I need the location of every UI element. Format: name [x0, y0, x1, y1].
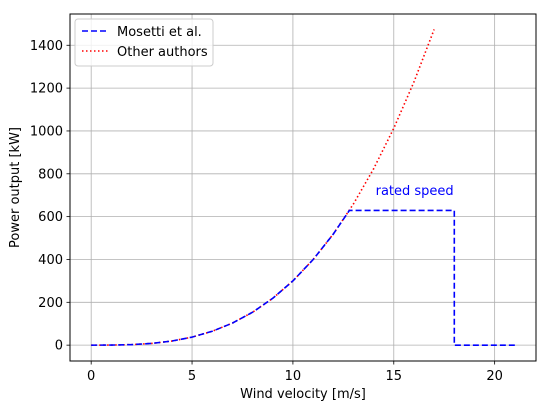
legend-label-mosetti: Mosetti et al. [117, 25, 202, 40]
y-tick-label: 400 [38, 253, 63, 268]
x-axis-label: Wind velocity [m/s] [240, 387, 366, 402]
y-tick-label: 600 [38, 210, 63, 225]
legend-label-other-authors: Other authors [117, 45, 208, 60]
x-tick-label: 20 [486, 369, 503, 384]
y-tick-label: 800 [38, 167, 63, 182]
annotation-rated-speed: rated speed [376, 184, 454, 199]
x-tick-label: 10 [285, 369, 302, 384]
plot-frame [69, 13, 537, 362]
y-tick-label: 200 [38, 296, 63, 311]
y-tick-label: 0 [55, 339, 63, 354]
grid-lines [70, 14, 536, 361]
y-tick-label: 1200 [30, 82, 63, 97]
legend-box [74, 18, 214, 67]
series-layer [91, 29, 515, 346]
series-line-mosetti [91, 209, 515, 346]
y-axis-label: Power output [kW] [8, 127, 23, 248]
y-tick-label: 1000 [30, 124, 63, 139]
legend: Mosetti et al. Other authors [74, 18, 214, 67]
y-tick-label: 1400 [30, 39, 63, 54]
x-tick-label: 15 [386, 369, 403, 384]
x-tick-label: 5 [188, 369, 196, 384]
x-tick-label: 0 [87, 369, 95, 384]
